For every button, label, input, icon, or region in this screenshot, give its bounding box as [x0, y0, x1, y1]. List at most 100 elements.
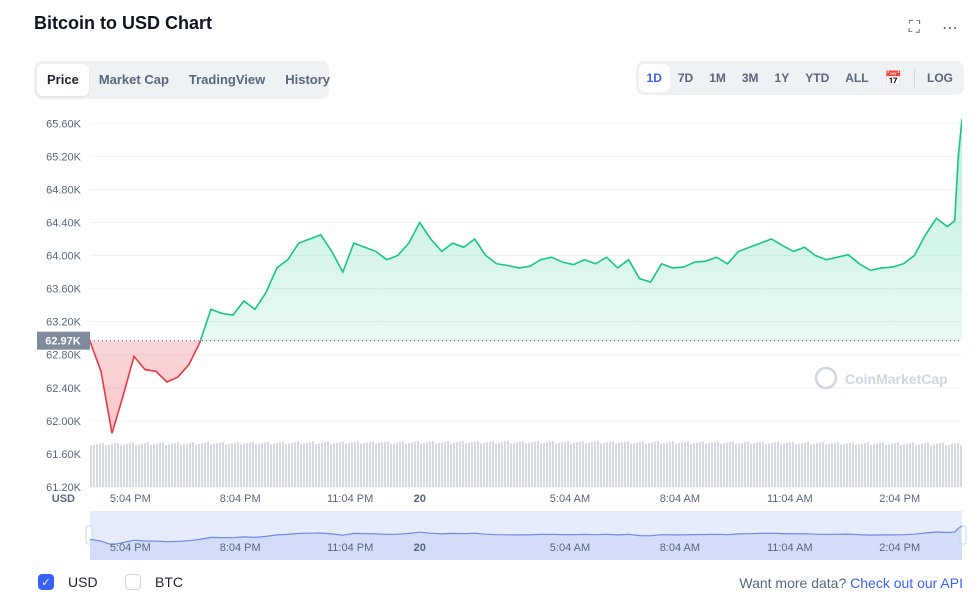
range-1y[interactable]: 1Y — [774, 71, 790, 85]
usd-checkbox[interactable]: ✓ — [38, 574, 54, 590]
volume-bar — [642, 441, 644, 487]
volume-bar — [237, 441, 239, 487]
volume-bar — [723, 443, 725, 487]
volume-bar — [693, 443, 695, 487]
volume-bar — [597, 440, 599, 487]
volume-bar — [354, 441, 356, 487]
volume-bar — [174, 442, 176, 487]
volume-bar — [486, 442, 488, 487]
volume-bar — [897, 442, 899, 487]
volume-bar — [951, 444, 953, 487]
volume-bar — [507, 440, 509, 487]
volume-bar — [900, 445, 902, 487]
volume-bar — [198, 444, 200, 487]
volume-bar — [147, 442, 149, 487]
volume-bar — [195, 444, 197, 487]
volume-bar — [765, 444, 767, 487]
volume-bar — [351, 442, 353, 487]
y-tick-label: 61.60K — [46, 449, 82, 461]
tab-market-cap[interactable]: Market Cap — [98, 72, 169, 87]
volume-bar — [552, 440, 554, 487]
volume-bar — [543, 442, 545, 487]
volume-bar — [690, 443, 692, 487]
volume-bar — [495, 443, 497, 487]
volume-bar — [570, 443, 572, 487]
calendar-icon[interactable]: 📅 — [884, 70, 902, 86]
volume-bar — [786, 442, 788, 487]
tab-price[interactable]: Price — [37, 64, 89, 96]
volume-bar — [267, 441, 269, 487]
tab-tradingview[interactable]: TradingView — [188, 72, 266, 87]
volume-bar — [627, 440, 629, 487]
navigator-x-tick-label: 5:04 AM — [550, 542, 590, 554]
tab-history[interactable]: History — [285, 72, 331, 87]
volume-bar — [531, 442, 533, 487]
volume-bar — [579, 441, 581, 487]
volume-bar — [591, 442, 593, 487]
volume-bar — [333, 443, 335, 487]
volume-bar — [153, 444, 155, 487]
volume-bar — [189, 442, 191, 487]
volume-bar — [201, 443, 203, 487]
volume-bar — [162, 442, 164, 487]
volume-bar — [111, 444, 113, 487]
volume-bar — [93, 444, 95, 487]
range-1d[interactable]: 1D — [638, 64, 670, 92]
volume-bar — [216, 443, 218, 487]
x-tick-label: 5:04 PM — [110, 493, 151, 505]
volume-bar — [603, 442, 605, 487]
volume-bar — [429, 441, 431, 487]
navigator-x-tick-label: 11:04 PM — [327, 542, 373, 554]
volume-bar — [138, 444, 140, 487]
volume-bar — [666, 442, 668, 487]
volume-bar — [783, 443, 785, 487]
watermark: CoinMarketCap — [814, 366, 948, 390]
more-options-icon[interactable]: ⋯ — [942, 20, 958, 37]
volume-bar — [918, 444, 920, 487]
volume-bar — [795, 444, 797, 487]
volume-bar — [672, 441, 674, 487]
range-7d[interactable]: 7D — [677, 71, 694, 85]
volume-bar — [387, 441, 389, 487]
volume-bar — [717, 441, 719, 487]
price-chart[interactable]: 65.60K 65.20K 64.80K 64.40K 64.00K 63.60K 63.2… — [0, 0, 980, 570]
volume-bar — [606, 442, 608, 487]
api-link[interactable]: Check out our API — [850, 575, 963, 591]
volume-bar — [303, 443, 305, 487]
volume-bar — [726, 442, 728, 487]
volume-bar — [921, 443, 923, 487]
volume-bar — [753, 443, 755, 487]
volume-bar — [519, 441, 521, 487]
volume-bar — [252, 441, 254, 487]
range-all[interactable]: ALL — [845, 71, 869, 85]
volume-bar — [117, 442, 119, 487]
volume-bar — [249, 442, 251, 487]
range-3m[interactable]: 3M — [741, 71, 759, 85]
volume-bar — [348, 443, 350, 487]
volume-bar — [834, 442, 836, 487]
volume-bar — [381, 442, 383, 487]
volume-bar — [99, 443, 101, 487]
volume-bar — [390, 443, 392, 487]
volume-bar — [915, 445, 917, 487]
range-log[interactable]: LOG — [927, 71, 953, 85]
range-ytd[interactable]: YTD — [805, 71, 830, 85]
btc-checkbox[interactable] — [125, 574, 141, 590]
volume-bar — [810, 444, 812, 487]
usd-toggle[interactable]: ✓ USD — [38, 574, 98, 590]
volume-bar — [183, 444, 185, 487]
volume-bar — [276, 442, 278, 487]
navigator-x-tick-label: 8:04 AM — [660, 542, 700, 554]
volume-bar — [576, 442, 578, 487]
volume-bar — [537, 440, 539, 487]
volume-bar — [210, 444, 212, 487]
fullscreen-icon[interactable]: ⛶ — [908, 19, 920, 36]
watermark-text: CoinMarketCap — [845, 371, 948, 387]
volume-bar — [558, 442, 560, 487]
volume-bar — [489, 441, 491, 487]
range-1m[interactable]: 1M — [709, 71, 726, 85]
btc-toggle[interactable]: BTC — [125, 574, 183, 590]
volume-bar — [465, 443, 467, 487]
btc-label: BTC — [155, 574, 183, 590]
volume-bar — [879, 442, 881, 487]
